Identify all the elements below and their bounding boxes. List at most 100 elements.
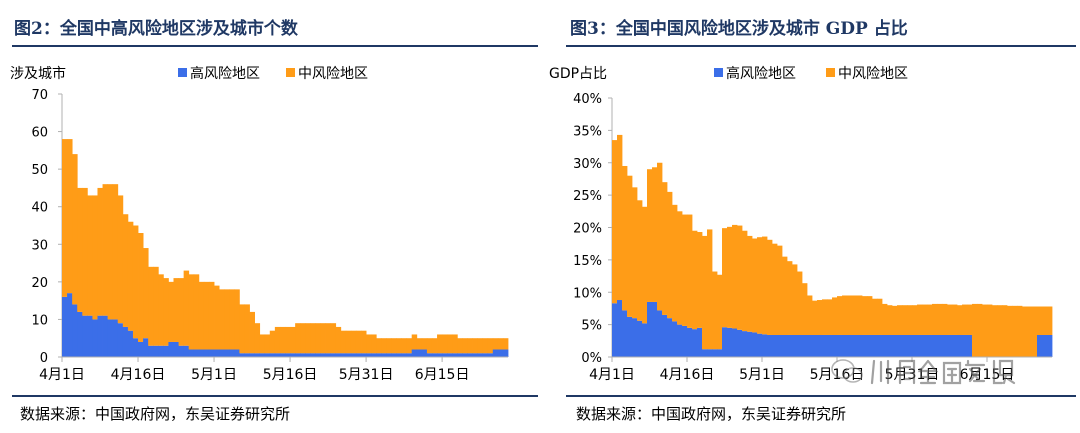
bar-medium [143, 248, 149, 339]
bar-medium [957, 305, 963, 335]
bar-high [219, 349, 225, 357]
bar-high [132, 338, 139, 357]
y-tick-label: 40% [573, 92, 602, 107]
watermark-brand-glyphs [870, 359, 1016, 385]
bar-medium [249, 311, 255, 354]
bar-medium [982, 304, 988, 357]
bar-medium [122, 214, 129, 327]
bar-high [632, 318, 638, 357]
bar-high [847, 334, 853, 357]
bar-high [290, 353, 296, 357]
bar-medium [962, 304, 968, 335]
bars [612, 134, 1053, 358]
bar-medium [987, 304, 993, 357]
bar-high [127, 330, 134, 357]
bar-medium [345, 330, 352, 354]
bar-high [787, 334, 793, 357]
bar-medium [340, 330, 347, 354]
bar-high [712, 349, 718, 357]
bar-high [927, 334, 933, 357]
bar-high [320, 353, 326, 357]
bar-medium [279, 326, 286, 354]
x-tick-label: 6月15日 [415, 367, 470, 383]
chart-title: 图2：全国中高风险地区涉及城市个数 [14, 19, 298, 39]
bar-high [867, 334, 873, 357]
bar-medium [67, 139, 73, 294]
bar-high [622, 310, 628, 357]
bar-medium [937, 303, 943, 335]
x-tick-label: 4月1日 [589, 367, 635, 383]
bar-high [947, 334, 953, 357]
bar-medium [92, 195, 98, 320]
bar-high [386, 353, 392, 357]
legend-swatch-medium [826, 68, 835, 77]
bar-high [198, 349, 205, 357]
bar-high [173, 341, 179, 357]
bar-medium [371, 334, 377, 354]
bar-medium [305, 323, 311, 354]
bar-high [462, 353, 468, 357]
bar-high [300, 353, 306, 357]
y-tick-label: 50 [31, 163, 48, 178]
bar-medium [667, 191, 673, 319]
bar-medium [712, 271, 718, 350]
bar-high [482, 353, 489, 357]
bar-medium [907, 305, 913, 335]
bar-medium [361, 330, 367, 354]
y-tick-label: 30 [31, 238, 48, 253]
bar-medium [917, 304, 923, 335]
bar-medium [477, 338, 484, 354]
bar-high [431, 353, 438, 357]
bar-high [229, 349, 235, 357]
bar-high [797, 334, 803, 357]
bar-medium [977, 303, 983, 357]
bar-high [330, 353, 337, 357]
bar-high [752, 332, 758, 357]
bar-high [442, 353, 448, 357]
bar-medium [325, 323, 332, 354]
bar-high [757, 333, 763, 357]
bar-medium [757, 237, 763, 334]
bar-high [234, 349, 240, 357]
title-rule [12, 45, 538, 47]
bar-high [477, 353, 484, 357]
bar-medium [622, 165, 628, 311]
bar-high [350, 353, 357, 357]
bar-medium [350, 330, 357, 354]
bar-high [662, 314, 668, 357]
bar-medium [1012, 305, 1018, 357]
bar-medium [163, 278, 169, 346]
bar-high [917, 334, 923, 357]
bar-medium [612, 140, 618, 304]
bar-medium [687, 214, 693, 328]
y-axis-label: 涉及城市 [10, 65, 66, 82]
bar-medium [198, 281, 205, 350]
bar-high [852, 334, 858, 357]
x-tick-label: 4月1日 [39, 367, 85, 383]
bar-high [62, 296, 68, 357]
bar-high [1037, 334, 1043, 357]
bar-medium [672, 204, 678, 322]
bar-medium [264, 334, 271, 354]
bar-medium [932, 303, 938, 335]
bar-medium [97, 187, 103, 316]
bar-high [259, 353, 266, 357]
bar-medium [797, 271, 803, 335]
bar-high [652, 301, 658, 357]
bar-high [697, 327, 703, 357]
bar-medium [467, 338, 473, 354]
bar-high [107, 319, 114, 357]
bar-high [254, 353, 261, 357]
bar-medium [452, 334, 458, 354]
bar-high [497, 349, 504, 357]
bar-high [657, 310, 663, 357]
bar-medium [807, 295, 813, 335]
bar-high [627, 316, 633, 357]
bar-high [717, 349, 723, 357]
bar-high [279, 353, 286, 357]
bar-medium [997, 305, 1003, 357]
bar-high [67, 293, 73, 357]
bar-medium [1027, 306, 1033, 357]
bar-medium [627, 175, 633, 317]
bar-medium [62, 139, 68, 297]
